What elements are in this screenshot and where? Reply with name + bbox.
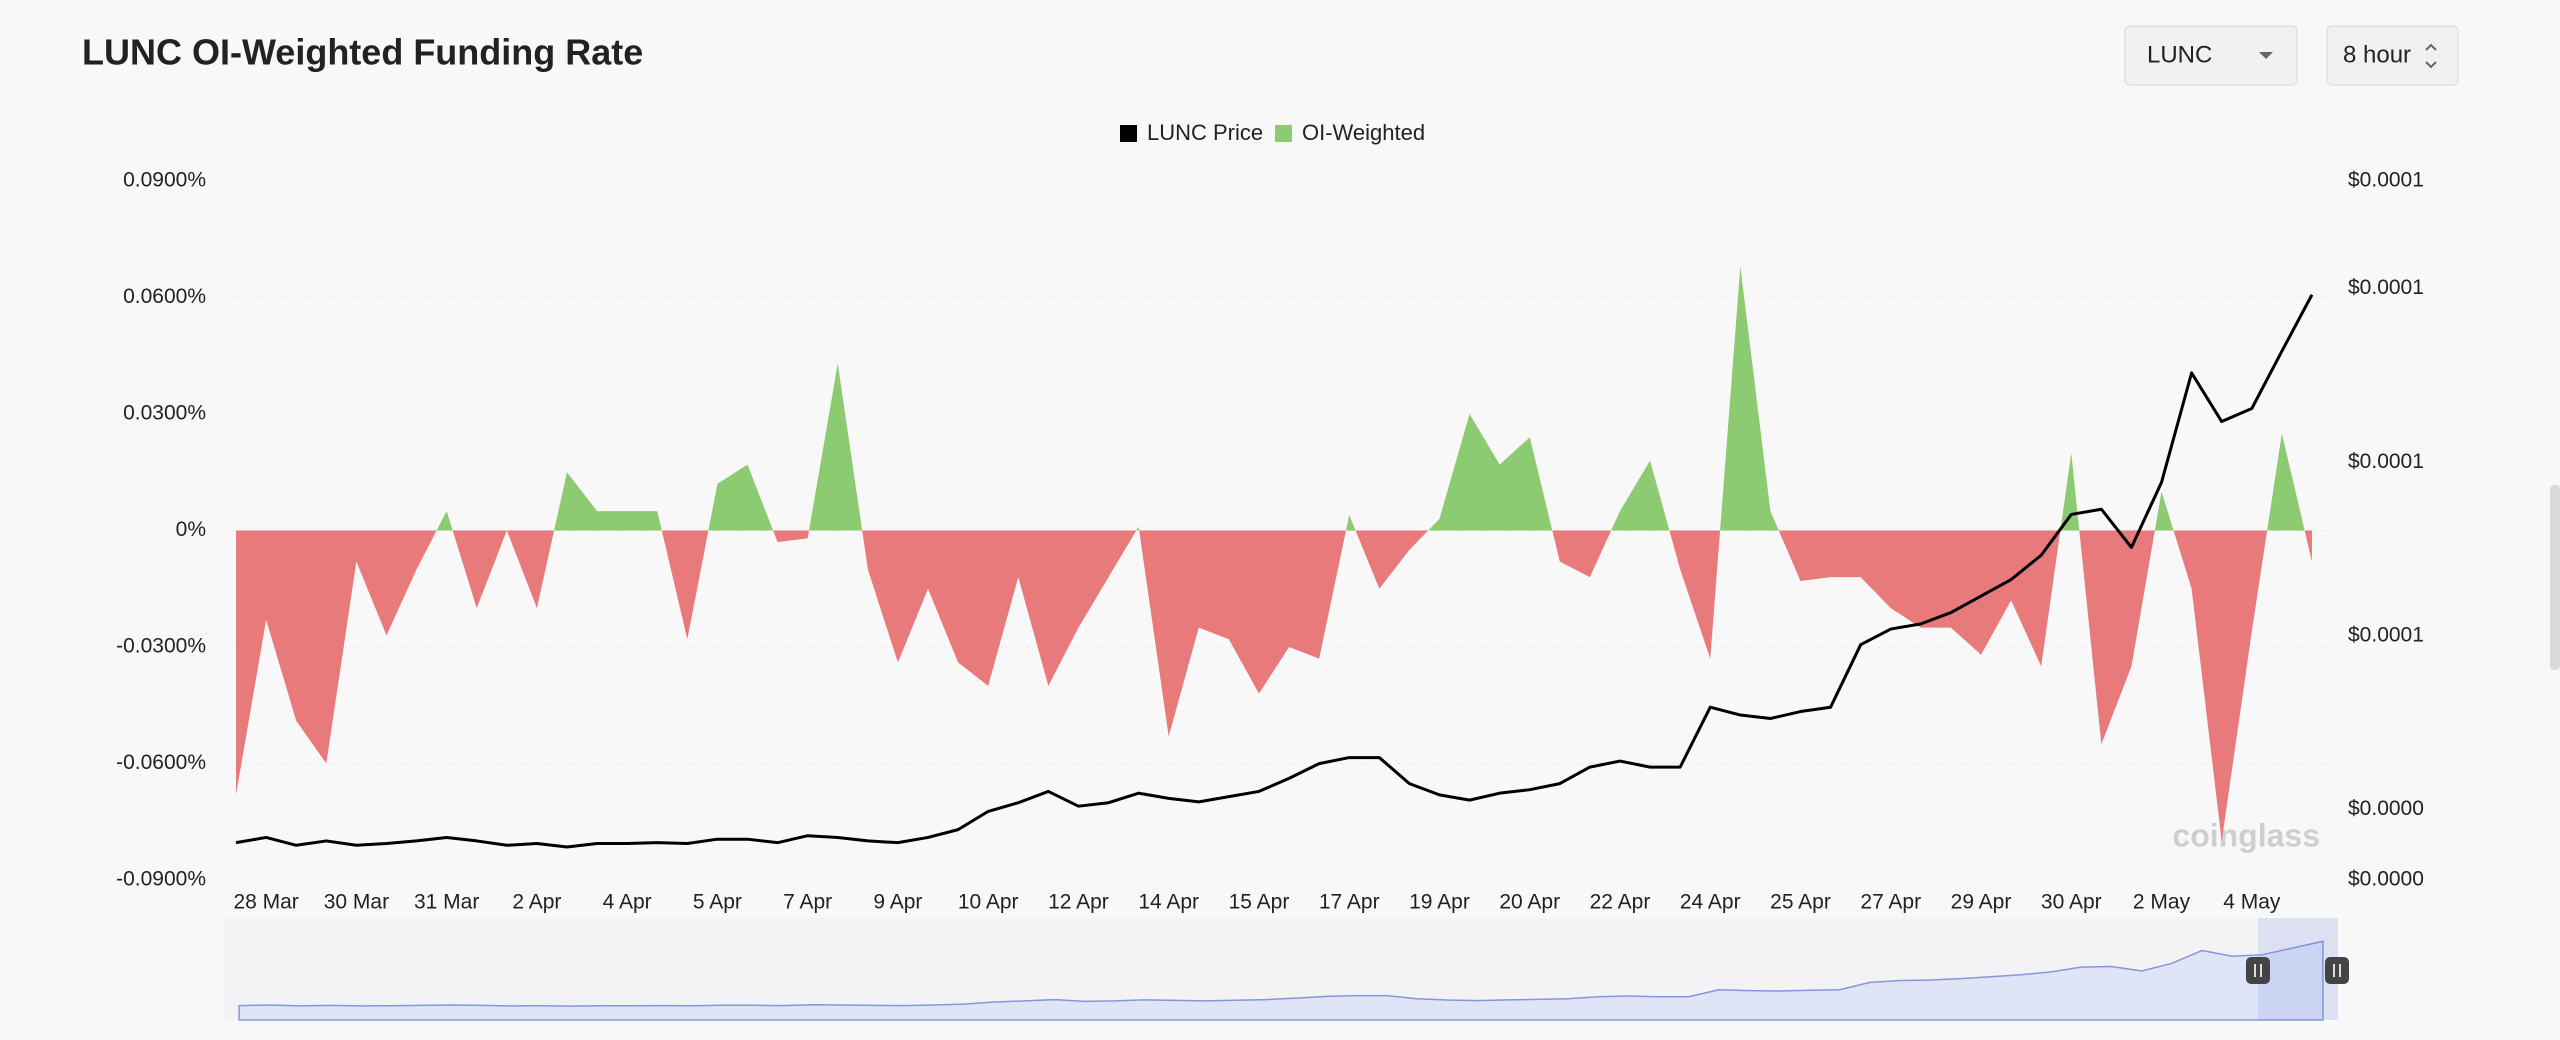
y-tick-label: 0%: [176, 518, 206, 541]
x-tick-label: 7 Apr: [783, 891, 832, 914]
interval-select[interactable]: [2326, 25, 2459, 86]
y2-tick-label: $0.0001: [2348, 624, 2424, 647]
navigator-handle[interactable]: [2325, 957, 2349, 984]
x-tick-label: 25 Apr: [1770, 891, 1831, 914]
symbol-select[interactable]: [2124, 25, 2298, 86]
y-tick-label: -0.0900%: [116, 868, 206, 891]
y2-tick-label: $0.0001: [2348, 276, 2424, 299]
y-tick-label: 0.0300%: [123, 402, 206, 425]
spinner-icon: [2425, 43, 2437, 69]
y-tick-label: 0.0900%: [123, 169, 206, 192]
y2-tick-label: $0.0001: [2348, 450, 2424, 473]
legend-label: LUNC Price: [1147, 120, 1263, 145]
y-tick-label: -0.0300%: [116, 635, 206, 658]
x-tick-label: 4 Apr: [603, 891, 652, 914]
navigator-area: [238, 940, 2324, 1021]
x-tick-label: 10 Apr: [958, 891, 1019, 914]
legend-swatch: [1120, 125, 1137, 142]
watermark: coinglass: [2172, 817, 2320, 853]
x-tick-label: 12 Apr: [1048, 891, 1109, 914]
navigator-selection: [2258, 918, 2338, 1020]
legend-label: OI-Weighted: [1302, 120, 1425, 145]
handle-grip: [2254, 964, 2262, 977]
x-tick-label: 17 Apr: [1319, 891, 1380, 914]
x-tick-label: 4 May: [2223, 891, 2281, 914]
y2-tick-label: $0.0000: [2348, 797, 2424, 820]
x-tick-label: 30 Mar: [324, 891, 389, 914]
dropdown-caret: [2259, 52, 2273, 59]
x-tick-label: 2 May: [2133, 891, 2191, 914]
x-tick-label: 24 Apr: [1680, 891, 1741, 914]
x-tick-label: 2 Apr: [512, 891, 561, 914]
x-tick-label: 30 Apr: [2041, 891, 2102, 914]
interval-select-label: 8 hour: [2343, 41, 2411, 68]
handle-grip: [2333, 964, 2341, 977]
x-tick-label: 14 Apr: [1138, 891, 1199, 914]
price-line: [235, 294, 2314, 849]
x-tick-label: 28 Mar: [233, 891, 298, 914]
x-tick-label: 9 Apr: [873, 891, 922, 914]
x-tick-label: 5 Apr: [693, 891, 742, 914]
y2-tick-label: $0.0001: [2348, 169, 2424, 192]
symbol-select-label: LUNC: [2147, 41, 2212, 68]
x-tick-label: 19 Apr: [1409, 891, 1470, 914]
x-tick-label: 20 Apr: [1499, 891, 1560, 914]
scrollbar[interactable]: [2550, 485, 2560, 670]
y-tick-label: 0.0600%: [123, 285, 206, 308]
x-tick-label: 29 Apr: [1951, 891, 2012, 914]
x-tick-label: 22 Apr: [1590, 891, 1651, 914]
negative-area: [236, 530, 2312, 842]
navigator-handle[interactable]: [2246, 957, 2270, 984]
x-tick-label: 15 Apr: [1229, 891, 1290, 914]
x-tick-label: 27 Apr: [1860, 891, 1921, 914]
y2-tick-label: $0.0000: [2348, 868, 2424, 891]
y-tick-label: -0.0600%: [116, 751, 206, 774]
legend-swatch: [1275, 125, 1292, 142]
x-tick-label: 31 Mar: [414, 891, 479, 914]
chart-title: LUNC OI-Weighted Funding Rate: [82, 32, 643, 73]
